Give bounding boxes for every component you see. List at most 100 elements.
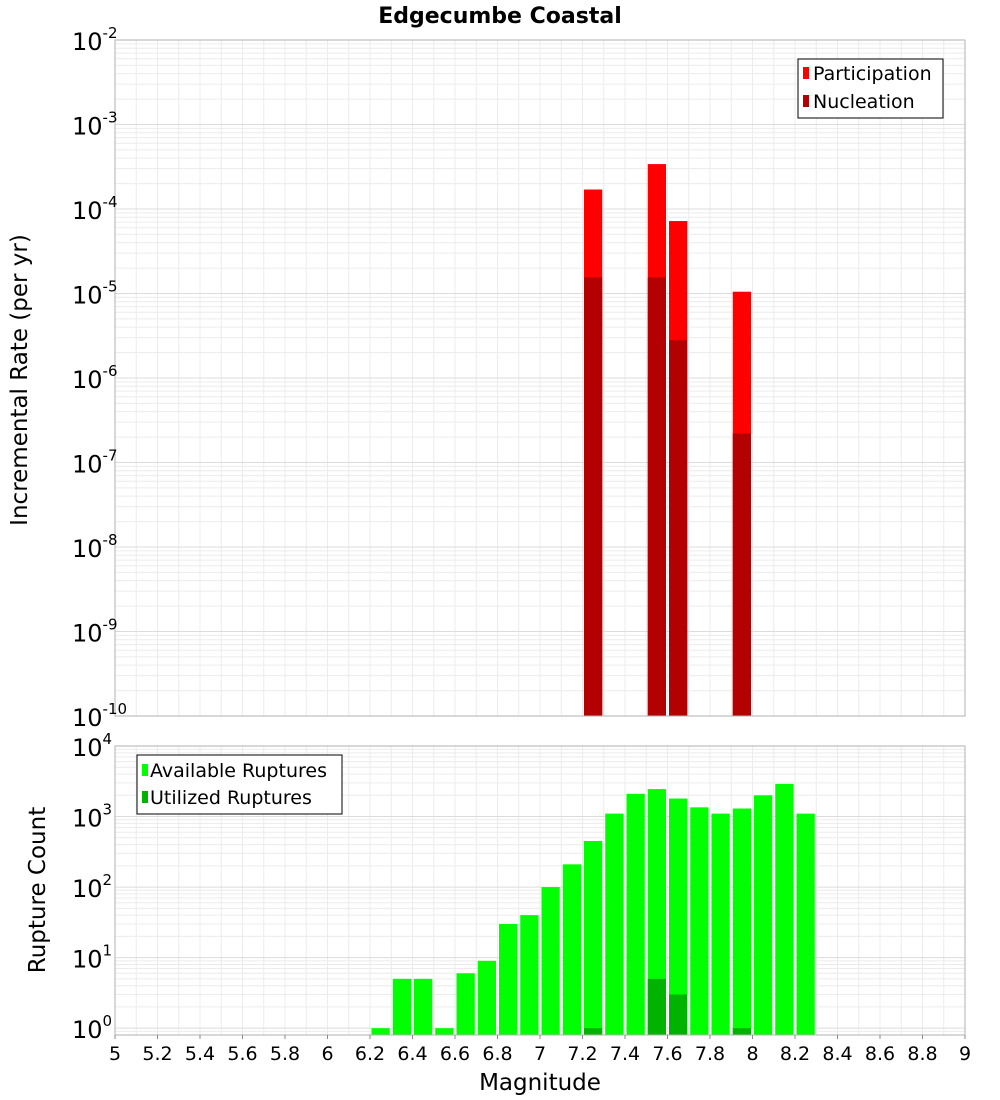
- bar-primary: [435, 1028, 454, 1035]
- legend-swatch-participation: [803, 67, 809, 79]
- x-tick-label: 6.8: [482, 1043, 512, 1065]
- bottom-legend: Available Ruptures Utilized Ruptures: [136, 754, 343, 815]
- y-tick-base: 10: [72, 704, 103, 732]
- top-y-ticks: 10-210-310-410-510-610-710-810-910-10: [72, 24, 127, 732]
- y-tick-label: 101: [72, 942, 112, 974]
- legend-label-participation: Participation: [813, 63, 932, 85]
- y-tick-label: 10-5: [72, 278, 118, 310]
- y-tick-base: 10: [72, 282, 103, 310]
- x-tick-label: 8.4: [822, 1043, 852, 1065]
- y-tick-exponent: 0: [103, 1012, 113, 1030]
- legend-label-utilized: Utilized Ruptures: [150, 787, 312, 809]
- y-tick-exponent: 2: [103, 871, 113, 889]
- y-tick-exponent: -8: [103, 531, 118, 549]
- y-tick-label: 10-6: [72, 362, 118, 394]
- y-tick-label: 103: [72, 801, 112, 833]
- x-tick-label: 5.6: [227, 1043, 257, 1065]
- bar-secondary: [584, 277, 603, 716]
- bar-primary: [626, 793, 645, 1035]
- x-tick-label: 5.2: [142, 1043, 172, 1065]
- y-tick-exponent: -9: [103, 616, 118, 634]
- bar-secondary: [647, 978, 666, 1035]
- y-tick-exponent: -3: [103, 109, 118, 127]
- bar-primary: [796, 813, 815, 1035]
- chart-title: Edgecumbe Coastal: [378, 4, 622, 29]
- bar-primary: [456, 973, 475, 1035]
- y-tick-exponent: -6: [103, 362, 118, 380]
- y-tick-label: 102: [72, 871, 112, 903]
- legend-label-available: Available Ruptures: [150, 760, 327, 782]
- bar-primary: [732, 808, 751, 1035]
- top-legend: Participation Nucleation: [797, 58, 944, 119]
- y-tick-base: 10: [72, 28, 103, 56]
- legend-swatch-utilized: [142, 791, 148, 803]
- bar-primary: [647, 789, 666, 1035]
- bar-secondary: [732, 433, 751, 716]
- x-tick-label: 6: [321, 1043, 333, 1065]
- y-tick-base: 10: [72, 113, 103, 141]
- x-tick-label: 7: [534, 1043, 546, 1065]
- y-tick-exponent: 3: [103, 801, 113, 819]
- x-tick-label: 7.8: [695, 1043, 725, 1065]
- y-tick-label: 104: [72, 730, 112, 762]
- x-tick-label: 8.2: [780, 1043, 810, 1065]
- top-grid: [115, 40, 965, 717]
- x-tick-label: 8.6: [865, 1043, 895, 1065]
- x-tick-label: 5: [109, 1043, 121, 1065]
- bar-primary: [711, 813, 730, 1035]
- bar-primary: [541, 887, 560, 1035]
- y-tick-exponent: -5: [103, 278, 118, 296]
- bottom-x-ticks: 5 5.2 5.4 5.6 5.8 6 6.2 6.4 6.6 6.8 7 7.2 7.4 7.6 7.8 8…: [109, 1035, 971, 1065]
- x-tick-label: 9: [959, 1043, 971, 1065]
- bar-secondary: [669, 994, 688, 1035]
- y-tick-exponent: 1: [103, 942, 113, 960]
- bar-primary: [690, 807, 709, 1035]
- bar-primary: [562, 864, 581, 1035]
- y-tick-base: 10: [72, 451, 103, 479]
- legend-label-nucleation: Nucleation: [813, 91, 915, 113]
- top-plot-border: [114, 39, 966, 717]
- y-tick-label: 100: [72, 1012, 112, 1044]
- top-plot: 10-210-310-410-510-610-710-810-910-10 In…: [7, 24, 966, 732]
- y-tick-base: 10: [72, 366, 103, 394]
- bar-secondary: [669, 340, 688, 716]
- y-tick-label: 10-9: [72, 616, 118, 648]
- y-tick-exponent: -7: [103, 447, 118, 465]
- y-tick-base: 10: [72, 734, 103, 762]
- x-tick-label: 6.4: [397, 1043, 427, 1065]
- bar-primary: [584, 841, 603, 1035]
- y-tick-base: 10: [72, 875, 103, 903]
- bottom-legend-box: [136, 754, 343, 815]
- bottom-y-axis-label: Rupture Count: [25, 807, 51, 973]
- y-tick-base: 10: [72, 1016, 103, 1044]
- top-y-axis-label: Incremental Rate (per yr): [7, 234, 33, 526]
- bar-primary: [669, 798, 688, 1035]
- x-tick-label: 6.6: [440, 1043, 470, 1065]
- x-tick-label: 6.2: [355, 1043, 385, 1065]
- y-tick-exponent: -4: [103, 193, 118, 211]
- y-tick-label: 10-3: [72, 109, 118, 141]
- x-tick-label: 5.4: [185, 1043, 215, 1065]
- y-tick-base: 10: [72, 805, 103, 833]
- bar-primary: [371, 1028, 390, 1035]
- y-tick-exponent: 4: [103, 730, 113, 748]
- legend-swatch-available: [142, 764, 148, 776]
- y-tick-label: 10-4: [72, 193, 118, 225]
- y-tick-exponent: -2: [103, 24, 118, 42]
- bar-primary: [414, 978, 433, 1035]
- bar-primary: [477, 960, 496, 1035]
- top-bars: [584, 164, 751, 716]
- y-tick-base: 10: [72, 946, 103, 974]
- y-tick-base: 10: [72, 620, 103, 648]
- x-tick-label: 7.2: [567, 1043, 597, 1065]
- x-tick-label: 8: [746, 1043, 758, 1065]
- x-tick-label: 5.8: [270, 1043, 300, 1065]
- y-tick-exponent: -10: [103, 700, 128, 718]
- x-tick-label: 8.8: [907, 1043, 937, 1065]
- x-axis-label: Magnitude: [479, 1070, 601, 1096]
- bar-primary: [392, 978, 411, 1035]
- bar-secondary: [732, 1028, 751, 1035]
- x-tick-label: 7.6: [652, 1043, 682, 1065]
